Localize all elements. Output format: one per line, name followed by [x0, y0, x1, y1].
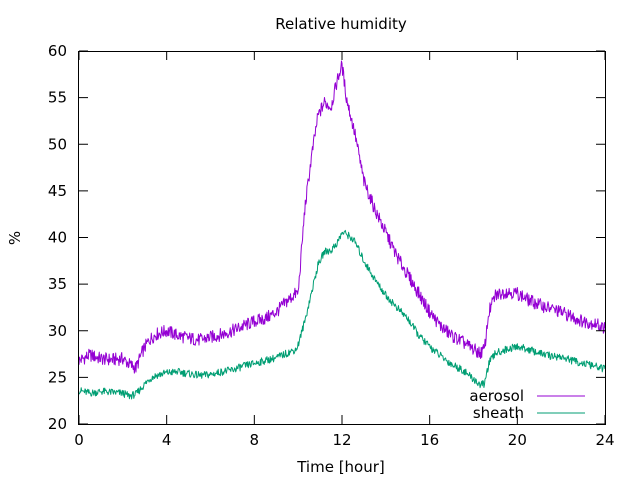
x-tick-label: 0 — [74, 431, 84, 449]
x-tick-label: 20 — [508, 431, 527, 449]
x-tick-label: 8 — [250, 431, 260, 449]
y-tick-label: 40 — [48, 229, 67, 247]
y-tick-label: 50 — [48, 135, 67, 153]
y-tick-label: 30 — [48, 322, 67, 340]
x-tick-label: 4 — [162, 431, 172, 449]
y-tick-label: 20 — [48, 415, 67, 433]
chart-title: Relative humidity — [275, 15, 407, 33]
legend-label-sheath: sheath — [473, 404, 524, 422]
y-tick-label: 55 — [48, 89, 67, 107]
x-tick-label: 24 — [595, 431, 614, 449]
plot-frame — [78, 51, 606, 425]
series-layer — [78, 60, 606, 400]
series-line-aerosol — [78, 60, 606, 374]
legend-label-aerosol: aerosol — [469, 387, 524, 405]
y-tick-label: 45 — [48, 182, 67, 200]
y-tick-label: 25 — [48, 368, 67, 386]
x-tick-label: 12 — [332, 431, 351, 449]
y-tick-label: 60 — [48, 42, 67, 60]
x-axis-label: Time [hour] — [296, 458, 385, 476]
x-tick-label: 16 — [420, 431, 439, 449]
y-axis-label: % — [6, 231, 24, 245]
y-tick-label: 35 — [48, 275, 67, 293]
axis-ticks: 20 25 30 35 40 45 50 55 60 0 4 8 12 16 20 24 — [48, 42, 615, 449]
series-line-sheath — [78, 229, 606, 400]
